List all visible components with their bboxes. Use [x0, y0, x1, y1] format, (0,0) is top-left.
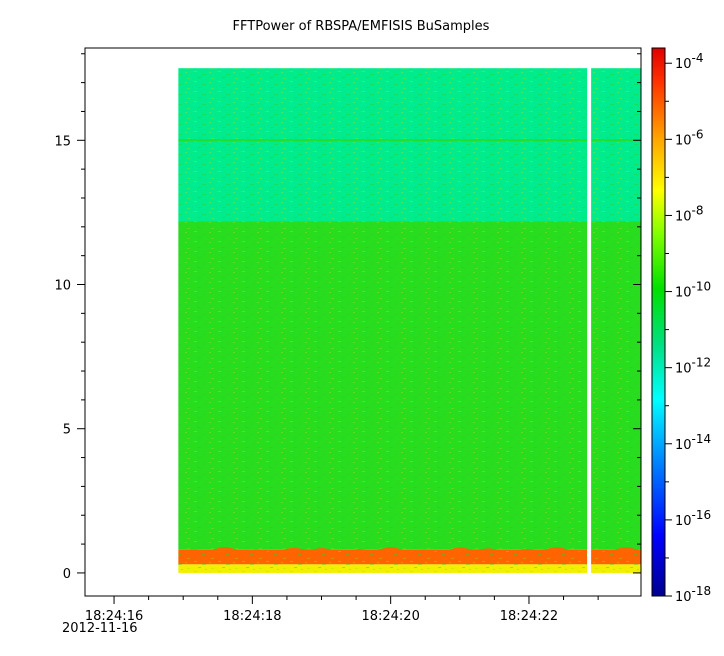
colorbar-tick-label: 10-10: [675, 280, 711, 301]
spectral-line: [178, 139, 641, 142]
colorbar: [651, 47, 666, 597]
colorbar-tick-label: 10-18: [675, 584, 711, 605]
heatmap-band-texture: [178, 564, 641, 573]
colorbar-tick-label: 10-4: [675, 51, 704, 72]
x-axis: 18:24:16 18:24:18 18:24:20 18:24:22: [85, 596, 599, 624]
low-frequency-band-edge: [178, 546, 641, 554]
colorbar-tick-label: 10-16: [675, 508, 711, 529]
heatmap-band-texture: [178, 68, 641, 222]
x-tick-label: 18:24:20: [361, 609, 419, 624]
y-tick-label: 0: [63, 567, 71, 582]
x-tick-label: 18:24:22: [500, 609, 558, 624]
colorbar-tick-label: 10-12: [675, 356, 711, 377]
colorbar-tick-label: 10-8: [675, 203, 704, 224]
y-tick-label: 15: [54, 134, 71, 149]
heatmap-band-texture: [178, 221, 641, 550]
y-axis: 0 5 10 15: [54, 53, 641, 582]
colorbar-tick-label: 10-6: [675, 127, 704, 148]
x-tick-label: 18:24:16: [85, 609, 143, 624]
chart-title: FFTPower of RBSPA/EMFISIS BuSamples: [233, 19, 490, 34]
heatmap-layer: [178, 67, 641, 574]
data-gap: [587, 67, 592, 574]
colorbar-tick-label: 10-14: [675, 432, 711, 453]
x-date-label: 2012-11-16: [62, 621, 138, 636]
y-tick-label: 5: [63, 423, 71, 438]
colorbar-axis: 10-4 10-6 10-8 10-10 10-12 10-14 10-16 10-18: [665, 51, 711, 605]
y-tick-label: 10: [54, 279, 71, 294]
x-tick-label: 18:24:18: [223, 609, 281, 624]
plot-frame: [84, 47, 642, 597]
